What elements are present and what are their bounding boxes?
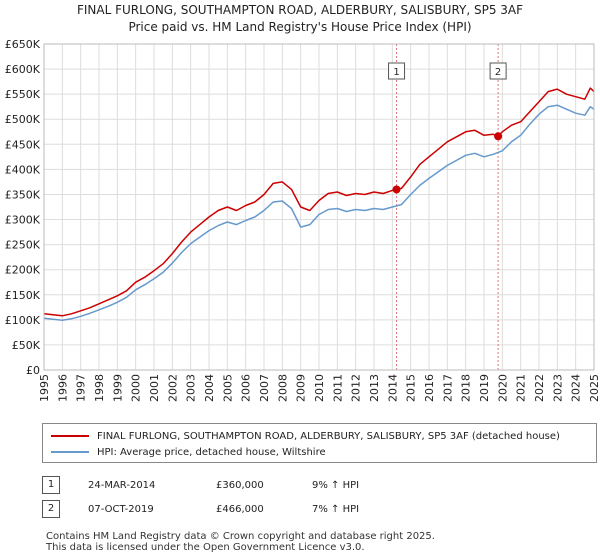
- y-tick-label: £200K: [5, 264, 41, 277]
- sale-point-2: [494, 132, 503, 141]
- x-tick-label: 1997: [75, 374, 88, 402]
- x-tick-label: 2011: [331, 374, 344, 402]
- y-tick-label: £550K: [5, 88, 41, 101]
- footer-licence: This data is licensed under the Open Gov…: [46, 542, 365, 553]
- sale-price: £466,000: [216, 503, 264, 515]
- x-tick-label: 2000: [130, 374, 143, 402]
- y-tick-label: £350K: [5, 188, 41, 201]
- sale-row-2: 2 07-OCT-2019 £466,000 7% ↑ HPI: [42, 497, 359, 521]
- x-tick-label: 2014: [386, 374, 399, 402]
- axes: £0 £50K £100K £150K £200K £250K £300K £350K £400…: [5, 38, 600, 402]
- x-tick-label: 2017: [441, 374, 454, 402]
- x-tick-label: 1995: [38, 374, 51, 402]
- y-tick-label: £650K: [5, 38, 41, 51]
- legend-item-hpi: HPI: Average price, detached house, Wilt…: [51, 445, 326, 459]
- y-tick-label: £0: [26, 364, 40, 377]
- chart-title-line1: FINAL FURLONG, SOUTHAMPTON ROAD, ALDERBU…: [76, 3, 524, 17]
- legend-line-property: [51, 435, 89, 437]
- sale-label-box-1: [388, 62, 406, 80]
- x-tick-label: 2005: [221, 374, 234, 402]
- x-tick-label: 2013: [368, 374, 381, 402]
- x-tick-label: 2016: [423, 374, 436, 402]
- chart-title-line2: Price paid vs. HM Land Registry's House …: [128, 20, 472, 34]
- property-price-line: [43, 87, 595, 317]
- sale-marker-box: 1: [42, 476, 60, 494]
- x-tick-label: 2019: [478, 374, 491, 402]
- sale-label-box-2: [489, 62, 507, 80]
- sale-label-2: 2: [495, 67, 501, 78]
- y-tick-label: £100K: [5, 314, 41, 327]
- legend-label-property: FINAL FURLONG, SOUTHAMPTON ROAD, ALDERBU…: [97, 430, 560, 442]
- sale-hpi-change: 9% ↑ HPI: [312, 479, 360, 491]
- x-tick-label: 2024: [570, 374, 583, 402]
- x-tick-label: 2022: [533, 374, 546, 402]
- x-tick-label: 1999: [111, 374, 124, 402]
- x-tick-label: 2015: [405, 374, 418, 402]
- y-tick-label: £250K: [5, 239, 41, 252]
- y-tick-label: £50K: [12, 339, 41, 352]
- grid: [43, 43, 595, 371]
- x-tick-label: 2001: [148, 374, 161, 402]
- x-tick-label: 2010: [313, 374, 326, 402]
- sale-hpi-change: 7% ↑ HPI: [312, 503, 360, 515]
- x-tick-label: 2025: [588, 374, 600, 402]
- x-tick-label: 2021: [515, 374, 528, 402]
- footer: Contains HM Land Registry data © Crown c…: [46, 531, 435, 553]
- legend-item-property: FINAL FURLONG, SOUTHAMPTON ROAD, ALDERBU…: [51, 429, 560, 443]
- x-tick-label: 2008: [276, 374, 289, 402]
- sale-date: 24-MAR-2014: [88, 479, 156, 491]
- footer-copyright: Contains HM Land Registry data © Crown c…: [46, 531, 435, 542]
- hpi-line: [43, 104, 595, 322]
- sale-row-1: 1 24-MAR-2014 £360,000 9% ↑ HPI: [42, 473, 359, 497]
- series-lines: [43, 87, 595, 322]
- y-tick-label: £450K: [5, 138, 41, 151]
- sale-marker-box: 2: [42, 500, 60, 518]
- legend-line-hpi: [51, 451, 89, 453]
- chart-title: FINAL FURLONG, SOUTHAMPTON ROAD, ALDERBU…: [0, 2, 600, 36]
- x-tick-label: 2020: [496, 374, 509, 402]
- sales-table: 1 24-MAR-2014 £360,000 9% ↑ HPI 2 07-OCT…: [42, 473, 359, 521]
- x-tick-label: 2009: [295, 374, 308, 402]
- x-tick-label: 1998: [93, 374, 106, 402]
- sale-point-1: [392, 185, 401, 194]
- sale-price: £360,000: [216, 479, 264, 491]
- x-tick-label: 2004: [203, 374, 216, 402]
- x-tick-label: 2002: [166, 374, 179, 402]
- x-tick-label: 2006: [240, 374, 253, 402]
- y-tick-label: £500K: [5, 113, 41, 126]
- x-tick-label: 2003: [185, 374, 198, 402]
- plot-frame: [43, 43, 595, 371]
- legend-label-hpi: HPI: Average price, detached house, Wilt…: [97, 446, 326, 458]
- y-tick-label: £600K: [5, 63, 41, 76]
- x-tick-label: 2023: [551, 374, 564, 402]
- y-tick-label: £400K: [5, 163, 41, 176]
- x-tick-label: 2007: [258, 374, 271, 402]
- x-tick-label: 2018: [460, 374, 473, 402]
- x-tick-label: 1996: [56, 374, 69, 402]
- legend: FINAL FURLONG, SOUTHAMPTON ROAD, ALDERBU…: [42, 423, 597, 463]
- y-tick-label: £300K: [5, 214, 41, 227]
- sale-date: 07-OCT-2019: [88, 503, 154, 515]
- y-tick-label: £150K: [5, 289, 41, 302]
- x-tick-label: 2012: [350, 374, 363, 402]
- sale-label-1: 1: [393, 67, 399, 78]
